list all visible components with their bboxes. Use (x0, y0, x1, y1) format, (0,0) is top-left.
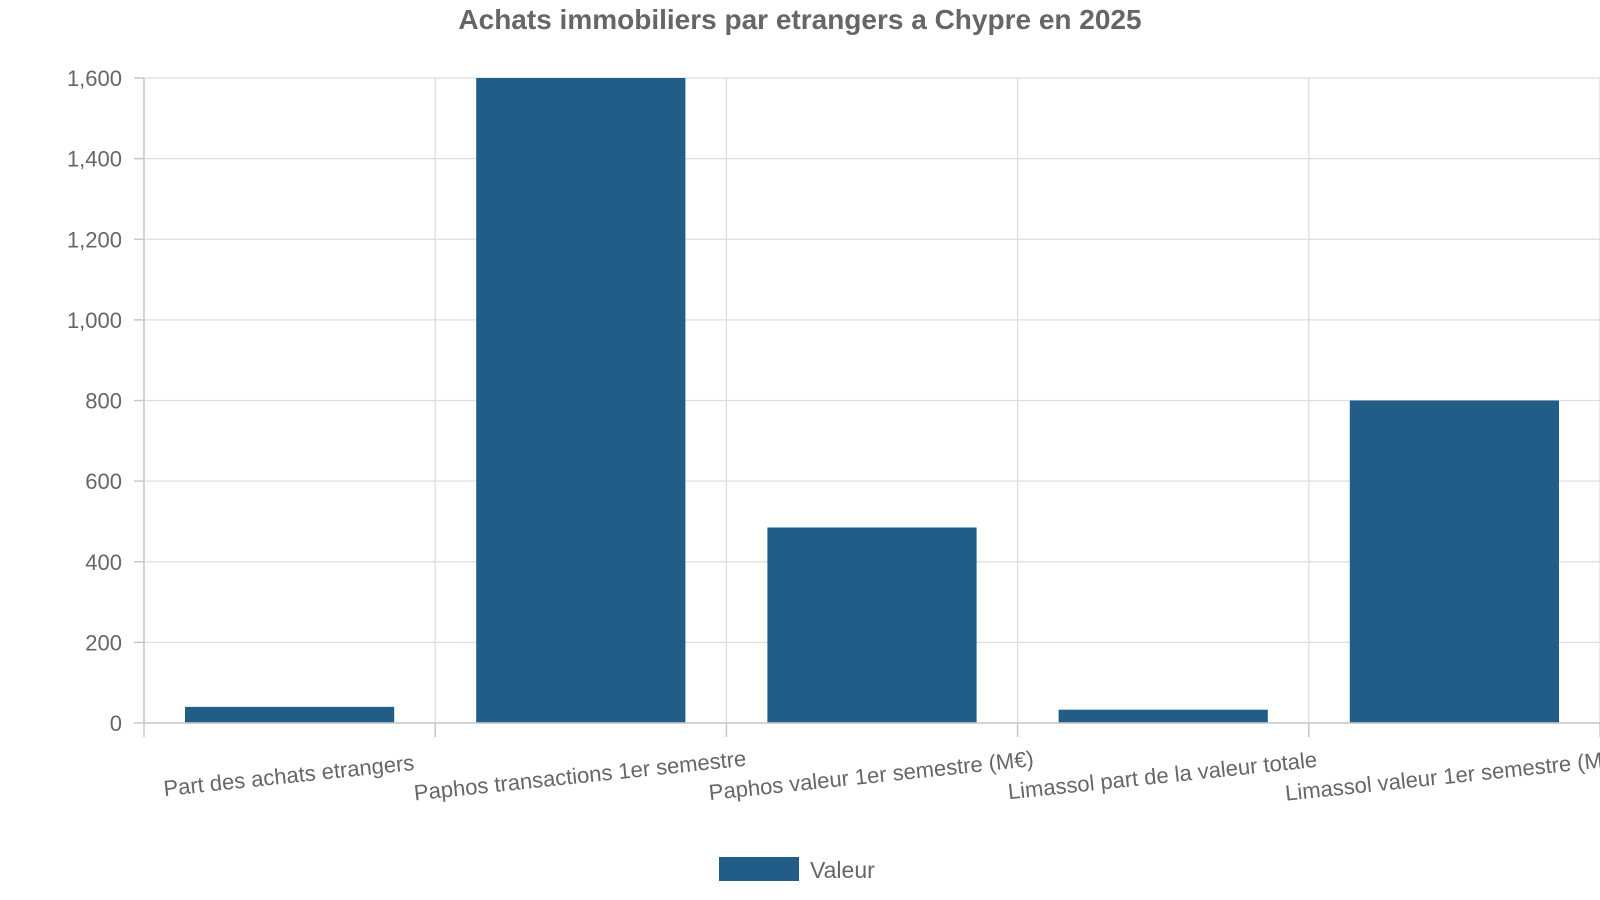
y-tick-label: 1,600 (67, 66, 122, 91)
x-tick-label: Limassol valeur 1er semestre (M€) (1284, 745, 1600, 805)
x-tick-label: Paphos transactions 1er semestre (413, 746, 748, 806)
y-tick-label: 400 (85, 550, 122, 575)
y-tick-label: 0 (110, 711, 122, 736)
bar[interactable] (185, 706, 395, 723)
bar[interactable] (767, 527, 977, 723)
bars (185, 78, 1559, 723)
y-tick-label: 200 (85, 630, 122, 655)
y-tick-label: 1,000 (67, 308, 122, 333)
legend-label[interactable]: Valeur (810, 857, 875, 883)
y-tick-label: 600 (85, 469, 122, 494)
axes (134, 77, 1600, 737)
chart-title: Achats immobiliers par etrangers a Chypr… (458, 4, 1141, 35)
x-tick-label: Part des achats etrangers (162, 750, 415, 801)
x-tick-label: Limassol part de la valeur totale (1007, 747, 1319, 804)
legend-swatch[interactable] (719, 857, 799, 881)
y-tick-label: 800 (85, 389, 122, 414)
grid (143, 77, 1600, 724)
x-tick-label: Paphos valeur 1er semestre (M€) (708, 746, 1035, 805)
legend[interactable]: Valeur (719, 857, 875, 883)
bar[interactable] (1349, 400, 1559, 724)
y-axis-tick-labels: 0 200 400 600 800 1,000 1,200 1,400 1,600 (67, 66, 122, 736)
y-tick-label: 1,400 (67, 147, 122, 172)
bar[interactable] (476, 78, 686, 723)
bar[interactable] (1058, 709, 1268, 723)
y-tick-label: 1,200 (67, 227, 122, 252)
